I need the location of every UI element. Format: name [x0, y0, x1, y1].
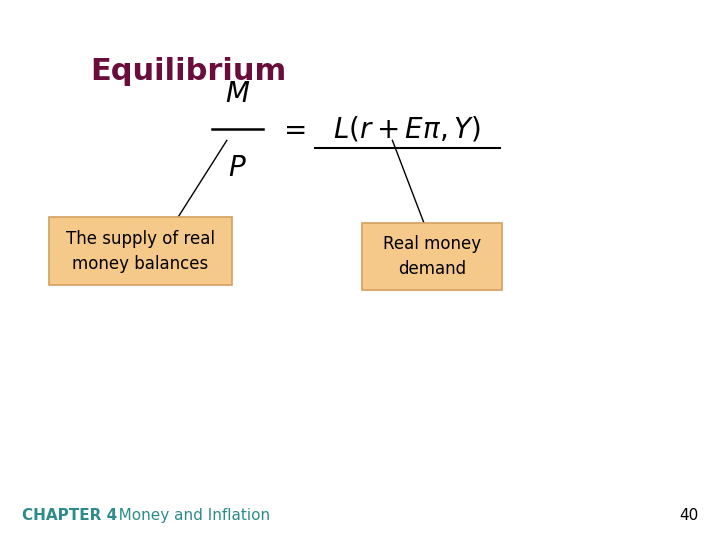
Text: $\mathbf{\mathit{M}}$: $\mathbf{\mathit{M}}$ [225, 80, 251, 108]
Text: $=$: $=$ [278, 114, 305, 143]
Text: Money and Inflation: Money and Inflation [104, 508, 271, 523]
Text: Equilibrium: Equilibrium [90, 57, 287, 86]
Text: 40: 40 [679, 508, 698, 523]
Text: CHAPTER 4: CHAPTER 4 [22, 508, 117, 523]
Text: Real money
demand: Real money demand [383, 235, 481, 278]
Text: $\mathbf{\mathit{P}}$: $\mathbf{\mathit{P}}$ [228, 154, 247, 182]
FancyBboxPatch shape [49, 217, 232, 285]
FancyBboxPatch shape [361, 222, 503, 291]
Text: $\mathbf{\mathit{L(r + E\pi, Y)}}$: $\mathbf{\mathit{L(r + E\pi, Y)}}$ [333, 114, 480, 143]
Text: The supply of real
money balances: The supply of real money balances [66, 230, 215, 273]
